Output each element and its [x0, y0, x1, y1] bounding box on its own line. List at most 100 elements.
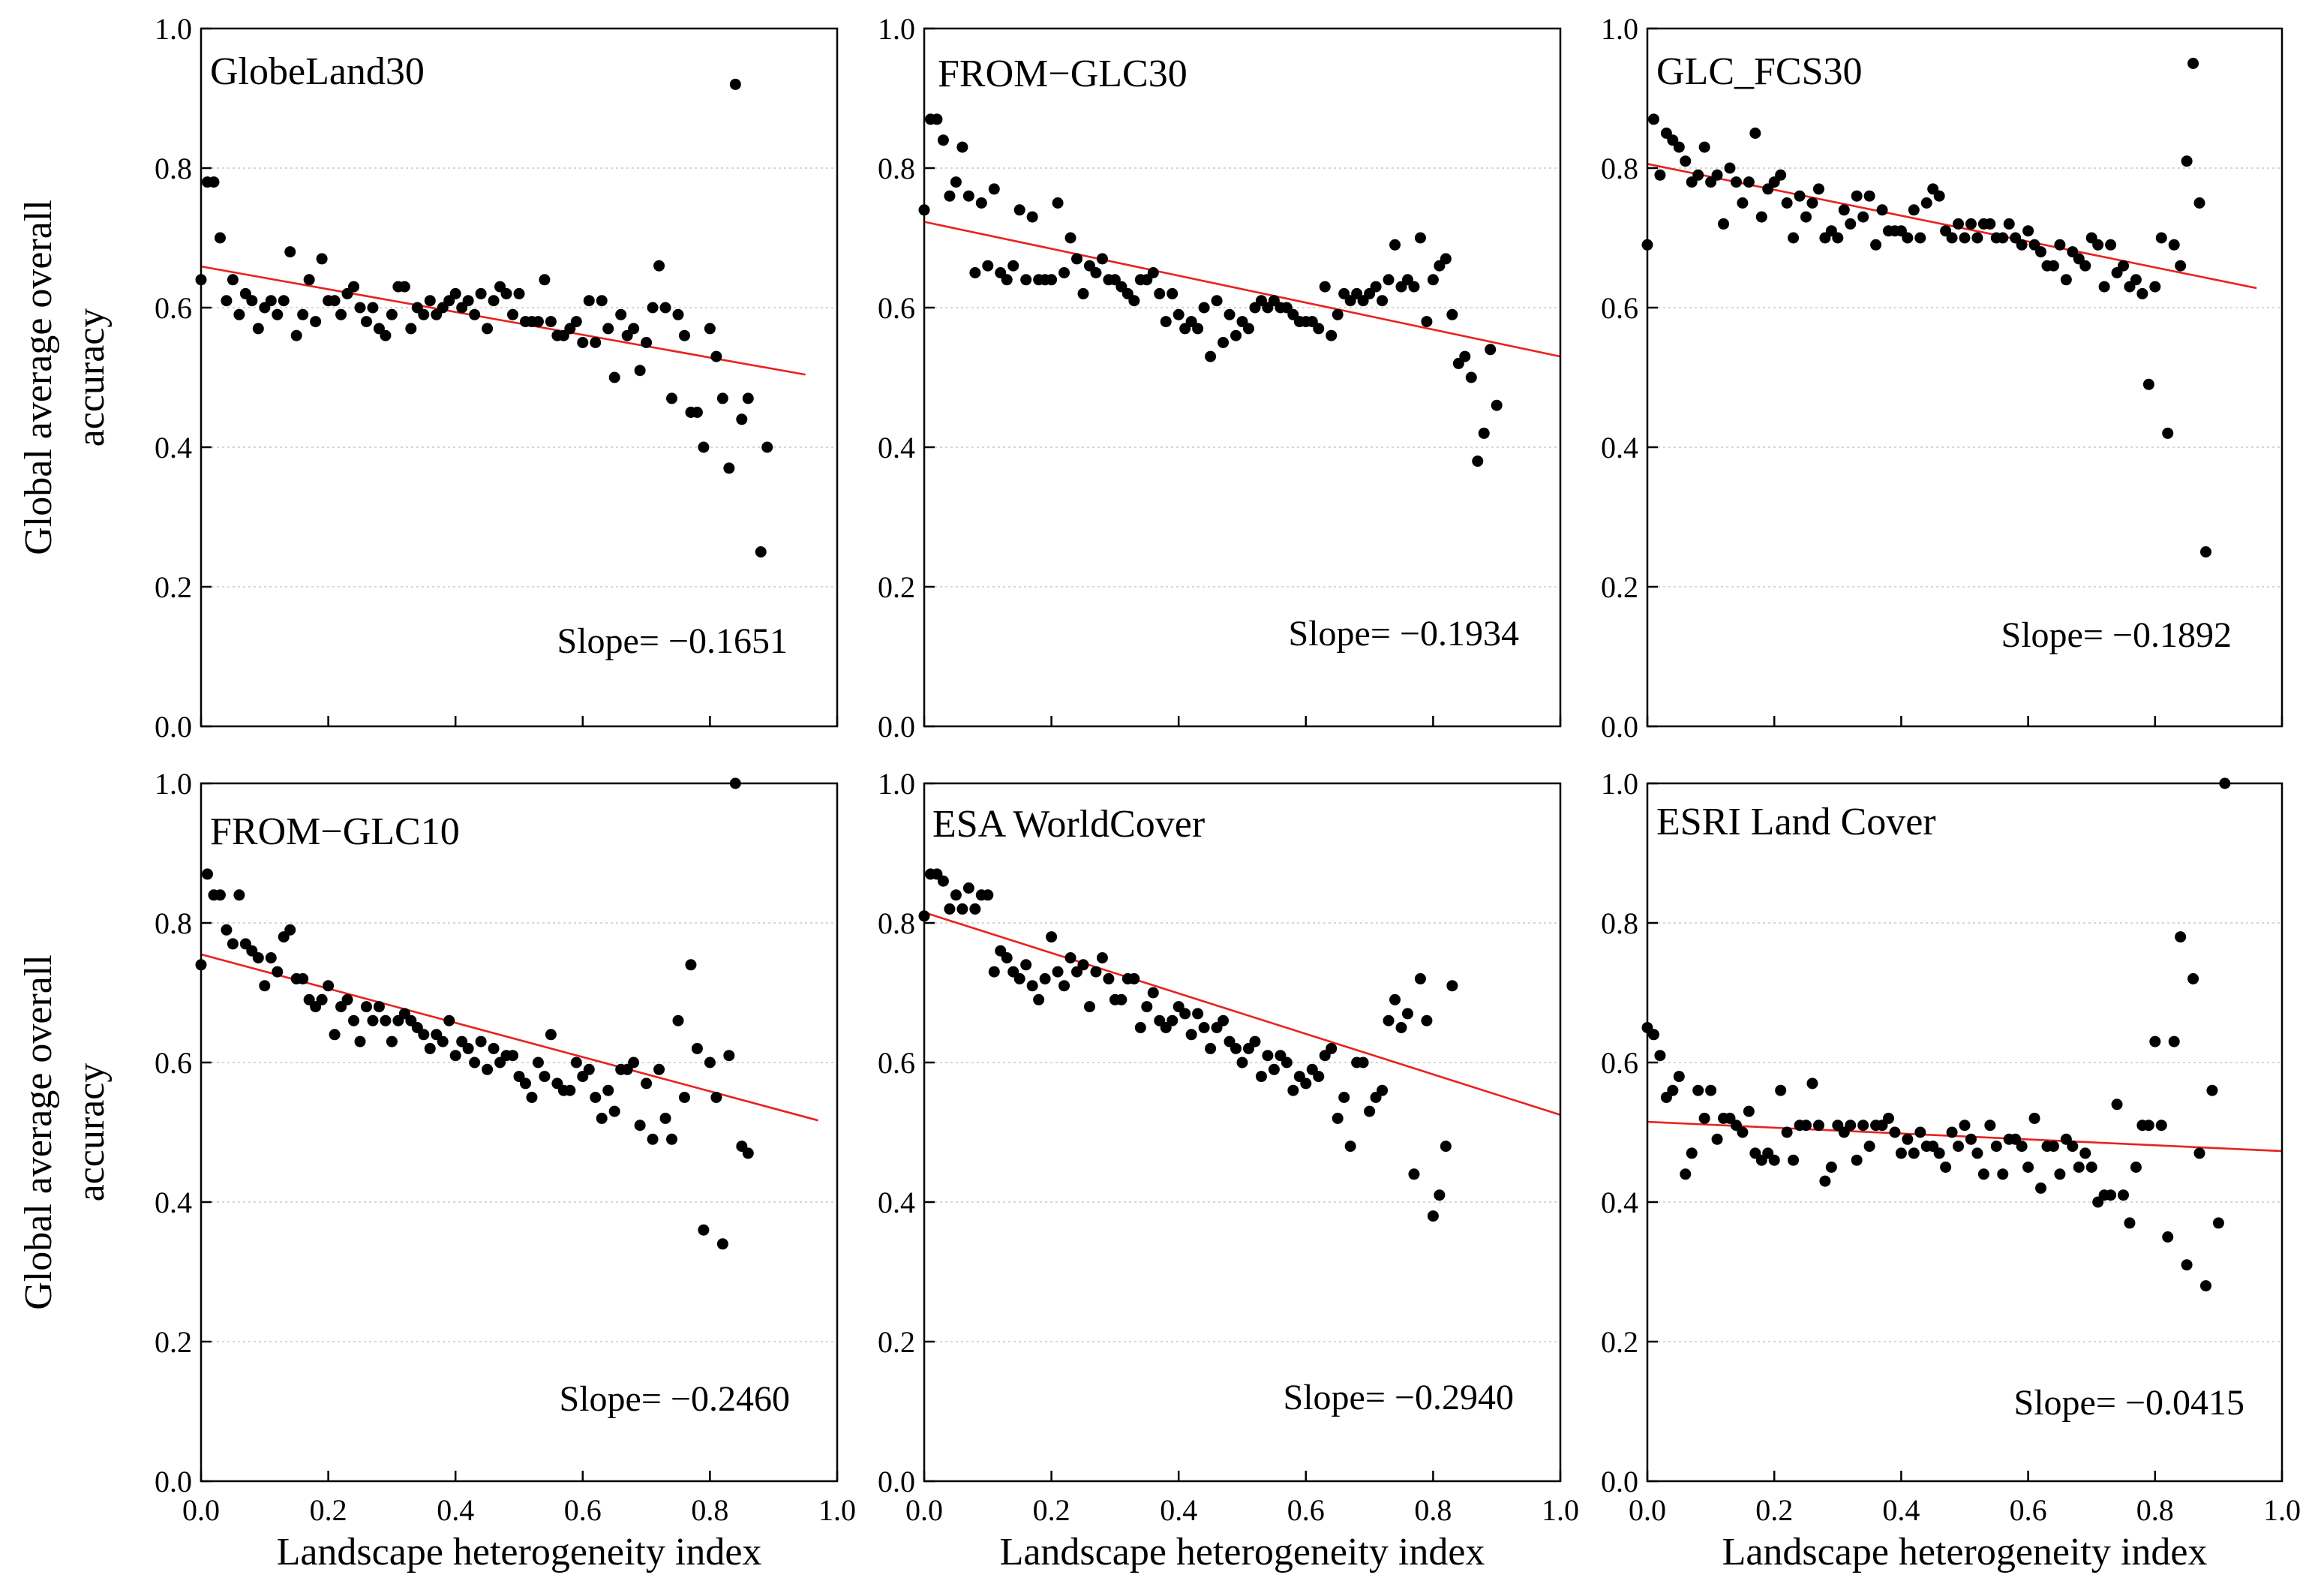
data-point	[1857, 211, 1869, 223]
data-point	[545, 1029, 557, 1041]
data-point	[290, 329, 302, 341]
data-point	[755, 546, 767, 558]
data-point	[373, 1001, 385, 1013]
data-point	[1071, 253, 1083, 265]
data-point	[1788, 232, 1800, 244]
data-point	[259, 980, 271, 992]
data-point	[716, 392, 728, 404]
data-point	[1319, 281, 1331, 293]
data-point	[297, 972, 309, 984]
data-point	[418, 1029, 430, 1041]
data-point	[2199, 1280, 2211, 1292]
data-point	[2136, 287, 2148, 299]
data-point	[2022, 225, 2034, 237]
data-point	[1933, 1147, 1945, 1159]
data-point	[944, 190, 956, 202]
data-point	[449, 287, 461, 299]
data-point	[1446, 980, 1458, 992]
y-tick-label: 0.8	[1601, 152, 1638, 185]
data-point	[2168, 239, 2180, 251]
data-point	[672, 1014, 684, 1026]
x-tick-label: 1.0	[818, 1493, 856, 1527]
data-point	[227, 938, 239, 950]
data-point	[1427, 1210, 1439, 1222]
panel-title: FROM−GLC30	[938, 53, 1188, 95]
data-point	[1218, 1014, 1230, 1026]
y-tick-label: 0.6	[155, 1046, 192, 1080]
x-tick-label: 0.0	[905, 1493, 943, 1527]
data-point	[2016, 1141, 2028, 1153]
data-point	[937, 875, 949, 887]
data-point	[742, 1147, 754, 1159]
data-point	[475, 287, 487, 299]
data-point	[1421, 316, 1433, 328]
data-point	[316, 993, 328, 1005]
data-point	[1908, 1147, 1920, 1159]
data-point	[583, 295, 595, 307]
data-point	[1680, 1168, 1692, 1180]
data-point	[956, 903, 968, 915]
data-point	[982, 260, 994, 272]
slope-annotation: Slope= −0.1934	[1289, 614, 1519, 654]
data-point	[1485, 344, 1497, 356]
data-point	[278, 295, 290, 307]
data-point	[443, 1014, 455, 1026]
data-point	[691, 1042, 703, 1054]
data-point	[672, 308, 684, 320]
data-point	[710, 350, 722, 362]
data-point	[1046, 931, 1058, 943]
data-point	[1876, 204, 1888, 216]
data-point	[1920, 197, 1932, 209]
y-tick-label: 0.8	[878, 152, 915, 185]
x-tick-label: 0.2	[1033, 1493, 1070, 1527]
data-point	[1154, 287, 1166, 299]
x-tick-label: 0.4	[1160, 1493, 1197, 1527]
data-point	[1806, 197, 1818, 209]
data-point	[1997, 1168, 2009, 1180]
data-point	[1052, 966, 1064, 978]
data-point	[988, 966, 1000, 978]
data-point	[462, 295, 474, 307]
data-point	[704, 323, 716, 335]
data-point	[988, 183, 1000, 195]
data-point	[1115, 993, 1127, 1005]
data-point	[1255, 1071, 1267, 1083]
data-point	[1046, 274, 1058, 286]
data-point	[2105, 239, 2117, 251]
x-tick-label: 0.6	[2010, 1493, 2047, 1527]
data-point	[1179, 1008, 1191, 1020]
data-point	[634, 365, 646, 377]
data-point	[1940, 1162, 1952, 1173]
data-point	[1205, 1042, 1217, 1054]
data-point	[962, 190, 974, 202]
data-point	[265, 295, 277, 307]
y-tick-label: 0.0	[878, 710, 915, 744]
data-point	[2047, 260, 2059, 272]
y-tick-label: 0.2	[155, 1325, 192, 1359]
y-tick-label: 0.0	[878, 1465, 915, 1498]
data-point	[1812, 1120, 1824, 1132]
data-point	[1128, 295, 1140, 307]
data-point	[716, 1238, 728, 1250]
data-point	[1755, 211, 1767, 223]
data-point	[1338, 1092, 1350, 1103]
y-tick-label: 0.4	[1601, 1186, 1638, 1219]
data-point	[1414, 232, 1426, 244]
data-point	[2079, 260, 2091, 272]
data-point	[628, 323, 640, 335]
panel-title: GlobeLand30	[210, 50, 425, 93]
y-tick-label: 0.0	[1601, 710, 1638, 744]
data-point	[1832, 232, 1844, 244]
data-point	[2162, 1231, 2174, 1243]
data-point	[615, 308, 627, 320]
data-point	[602, 323, 614, 335]
data-point	[1819, 1175, 1831, 1187]
data-point	[539, 274, 551, 286]
data-point	[2079, 1147, 2091, 1159]
data-point	[577, 337, 589, 348]
data-point	[1230, 329, 1242, 341]
data-point	[1001, 274, 1013, 286]
data-point	[1141, 1001, 1153, 1013]
x-tick-label: 0.4	[1882, 1493, 1920, 1527]
data-point	[1654, 1050, 1666, 1062]
